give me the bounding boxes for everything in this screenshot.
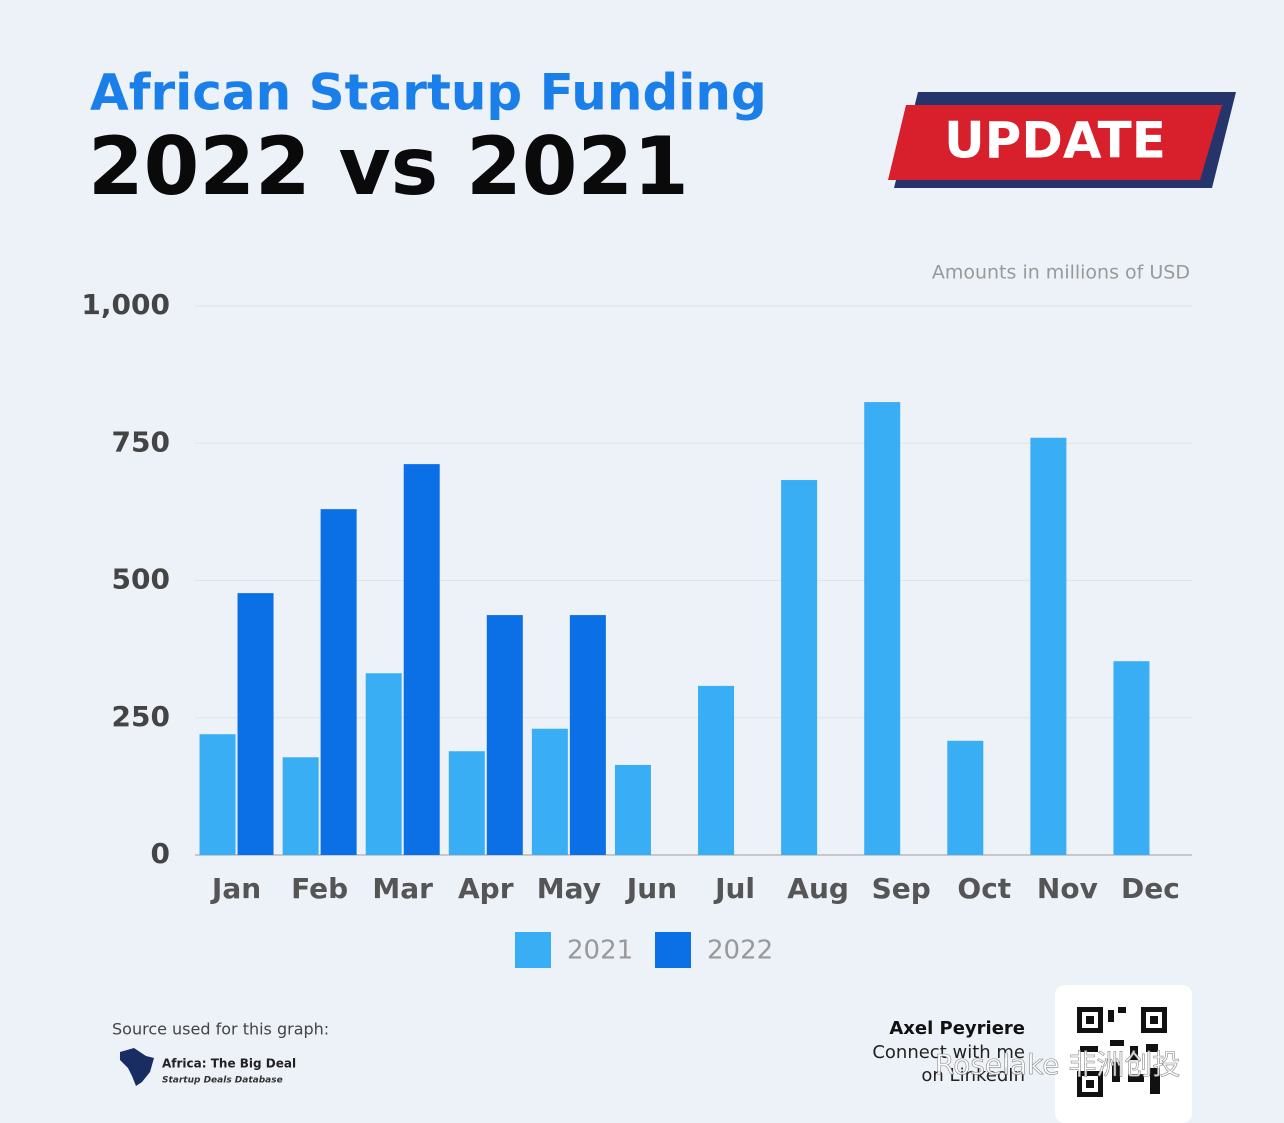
x-tick-label: Nov xyxy=(1037,872,1098,905)
bar xyxy=(947,740,984,855)
bar xyxy=(486,615,523,855)
author-line: Connect with me xyxy=(872,1042,1025,1063)
bar xyxy=(1030,437,1067,855)
bar xyxy=(698,685,735,855)
chart-title: African Startup Funding xyxy=(90,64,767,122)
bar xyxy=(448,751,485,855)
bar xyxy=(282,757,319,855)
legend-label: 2021 xyxy=(567,936,633,966)
x-tick-label: Oct xyxy=(957,872,1011,905)
x-tick-label: Aug xyxy=(787,872,849,905)
x-tick-label: Jan xyxy=(210,872,261,905)
source-caption: Source used for this graph: xyxy=(112,1020,329,1039)
x-tick-label: Sep xyxy=(872,872,931,905)
bar xyxy=(864,402,901,855)
y-tick-label: 750 xyxy=(112,425,170,458)
y-tick-label: 1,000 xyxy=(81,288,170,321)
x-tick-label: Mar xyxy=(372,872,433,905)
bar xyxy=(614,764,651,855)
bar xyxy=(365,673,402,855)
legend-swatch xyxy=(515,932,551,968)
source-logo xyxy=(120,1048,154,1086)
y-tick-label: 500 xyxy=(112,563,170,596)
bar xyxy=(237,593,274,855)
badge-bg xyxy=(888,105,1222,180)
x-tick-label: Dec xyxy=(1121,872,1180,905)
x-tick-label: May xyxy=(537,872,601,905)
bar xyxy=(531,728,568,855)
source-name: Africa: The Big Deal xyxy=(162,1057,296,1071)
x-tick-label: Jul xyxy=(713,872,755,905)
badge-text: UPDATE xyxy=(944,112,1166,170)
watermark: Roselake 非洲创投 xyxy=(935,1048,1180,1081)
legend-label: 2022 xyxy=(707,936,773,966)
y-tick-label: 250 xyxy=(112,700,170,733)
source-tagline: Startup Deals Database xyxy=(162,1076,283,1086)
author-name: Axel Peyriere xyxy=(889,1018,1025,1039)
y-tick-label: 0 xyxy=(151,837,170,870)
chart-subtitle: 2022 vs 2021 xyxy=(88,120,689,213)
bar xyxy=(781,480,818,855)
bar xyxy=(320,509,357,855)
bar xyxy=(199,734,236,855)
x-tick-label: Apr xyxy=(458,872,514,905)
x-tick-label: Jun xyxy=(625,872,677,905)
bar xyxy=(403,464,440,855)
qr-code xyxy=(1077,1007,1167,1097)
author-line: on LinkedIn xyxy=(921,1065,1025,1086)
bar xyxy=(569,615,606,855)
legend-swatch xyxy=(655,932,691,968)
unit-note: Amounts in millions of USD xyxy=(932,262,1190,284)
bar xyxy=(1113,661,1150,855)
x-tick-label: Feb xyxy=(291,872,348,905)
